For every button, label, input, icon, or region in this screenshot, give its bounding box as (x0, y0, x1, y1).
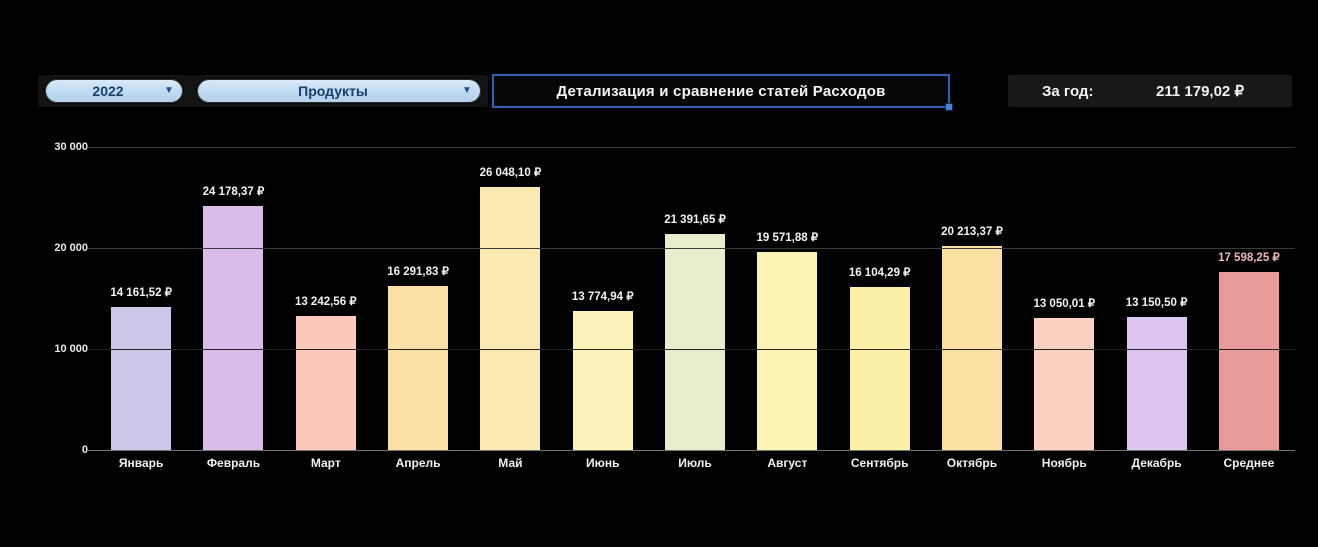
filter-bar: 2022 ▼ Продукты ▼ (38, 75, 488, 107)
bar-slot: 16 104,29 ₽ (834, 147, 926, 450)
chart-title-box[interactable]: Детализация и сравнение статей Расходов (492, 74, 953, 111)
bar-value-label: 13 150,50 ₽ (1125, 297, 1188, 310)
bar-slot: 24 178,37 ₽ (187, 147, 279, 450)
x-axis-label: Март (310, 456, 341, 470)
x-axis-label: Август (767, 456, 808, 470)
bar-slot: 19 571,88 ₽ (741, 147, 833, 450)
year-dropdown-value: 2022 (92, 83, 124, 99)
page-title: Детализация и сравнение статей Расходов (556, 82, 886, 100)
category-dropdown-value: Продукты (298, 83, 368, 99)
bar[interactable] (665, 233, 726, 450)
x-axis-label: Сентябрь (850, 456, 909, 470)
bar-slot: 20 213,37 ₽ (926, 147, 1018, 450)
year-dropdown[interactable]: 2022 ▼ (44, 78, 184, 104)
x-axis-line (88, 450, 1295, 451)
gridline (88, 248, 1295, 249)
bar-value-label: 14 161,52 ₽ (110, 287, 172, 299)
gridline (88, 147, 1295, 148)
bar-chart: 14 161,52 ₽ 24 178,37 ₽ 13 242,56 ₽ 16 291,… (0, 125, 1318, 485)
bar-value-label: 17 598,25 ₽ (1218, 252, 1280, 265)
x-axis-label: Ноябрь (1041, 456, 1087, 470)
bar-slot: 13 050,01 ₽ (1018, 147, 1110, 450)
bar-value-label: 16 104,29 ₽ (848, 267, 911, 280)
bar-slot: 13 774,94 ₽ (557, 147, 649, 450)
y-tick-label: 30 000 (54, 141, 88, 153)
selection-handle[interactable] (945, 103, 953, 111)
bar-slot: 21 391,65 ₽ (649, 147, 741, 450)
x-axis-label: Июль (678, 456, 712, 470)
y-tick-label: 20 000 (54, 242, 88, 254)
bar[interactable] (941, 245, 1002, 450)
x-axis-labels: Январь Февраль Март Апрель Май Июнь Июль Август… (95, 456, 1295, 474)
bar-value-label: 21 391,65 ₽ (664, 213, 726, 226)
year-total-label: За год: (1042, 82, 1094, 100)
category-dropdown[interactable]: Продукты ▼ (196, 78, 482, 104)
plot-area: 14 161,52 ₽ 24 178,37 ₽ 13 242,56 ₽ 16 291,… (88, 147, 1295, 451)
bar-value-label: 24 178,37 ₽ (202, 185, 265, 198)
x-axis-label: Июнь (585, 456, 620, 470)
bar-slot: 13 242,56 ₽ (280, 147, 372, 450)
bar[interactable] (1126, 317, 1187, 450)
bar[interactable] (572, 310, 633, 450)
bar-slot: 17 598,25 ₽ (1203, 147, 1295, 450)
bar-value-label: 26 048,10 ₽ (479, 166, 542, 179)
y-tick-label: 10 000 (54, 343, 88, 355)
bar[interactable] (388, 285, 449, 450)
bar-slot: 13 150,50 ₽ (1110, 147, 1202, 450)
bar[interactable] (1034, 318, 1095, 450)
chevron-down-icon[interactable]: ▼ (462, 85, 472, 96)
x-axis-label: Октябрь (946, 456, 998, 470)
bar[interactable] (111, 307, 172, 450)
bar[interactable] (849, 287, 910, 450)
bars-row: 14 161,52 ₽ 24 178,37 ₽ 13 242,56 ₽ 16 291,… (95, 147, 1295, 450)
x-axis-label: Декабрь (1131, 456, 1182, 470)
bar-slot: 26 048,10 ₽ (464, 147, 556, 450)
bar-value-label: 19 571,88 ₽ (756, 232, 819, 245)
bar[interactable] (1218, 272, 1279, 450)
bar[interactable] (203, 205, 264, 450)
x-axis-label: Январь (118, 456, 164, 470)
y-tick-label: 0 (81, 444, 88, 456)
bar-value-label: 16 291,83 ₽ (387, 265, 449, 278)
bar-slot: 14 161,52 ₽ (95, 147, 187, 450)
gridline (88, 349, 1295, 350)
bar-slot: 16 291,83 ₽ (372, 147, 464, 450)
x-axis-label: Февраль (206, 456, 261, 470)
x-axis-label: Апрель (395, 456, 441, 470)
x-axis-label: Среднее (1223, 456, 1275, 470)
bar-value-label: 13 774,94 ₽ (571, 290, 634, 303)
year-total: За год: 211 179,02 ₽ (1008, 75, 1292, 107)
bar-value-label: 13 050,01 ₽ (1033, 298, 1096, 311)
year-total-value: 211 179,02 ₽ (1156, 83, 1244, 100)
chevron-down-icon[interactable]: ▼ (164, 85, 174, 96)
bar-value-label: 20 213,37 ₽ (941, 225, 1003, 238)
x-axis-label: Май (498, 456, 523, 470)
bar[interactable] (295, 316, 356, 450)
bar[interactable] (757, 252, 818, 450)
bar-value-label: 13 242,56 ₽ (294, 296, 357, 309)
bar[interactable] (480, 186, 541, 450)
